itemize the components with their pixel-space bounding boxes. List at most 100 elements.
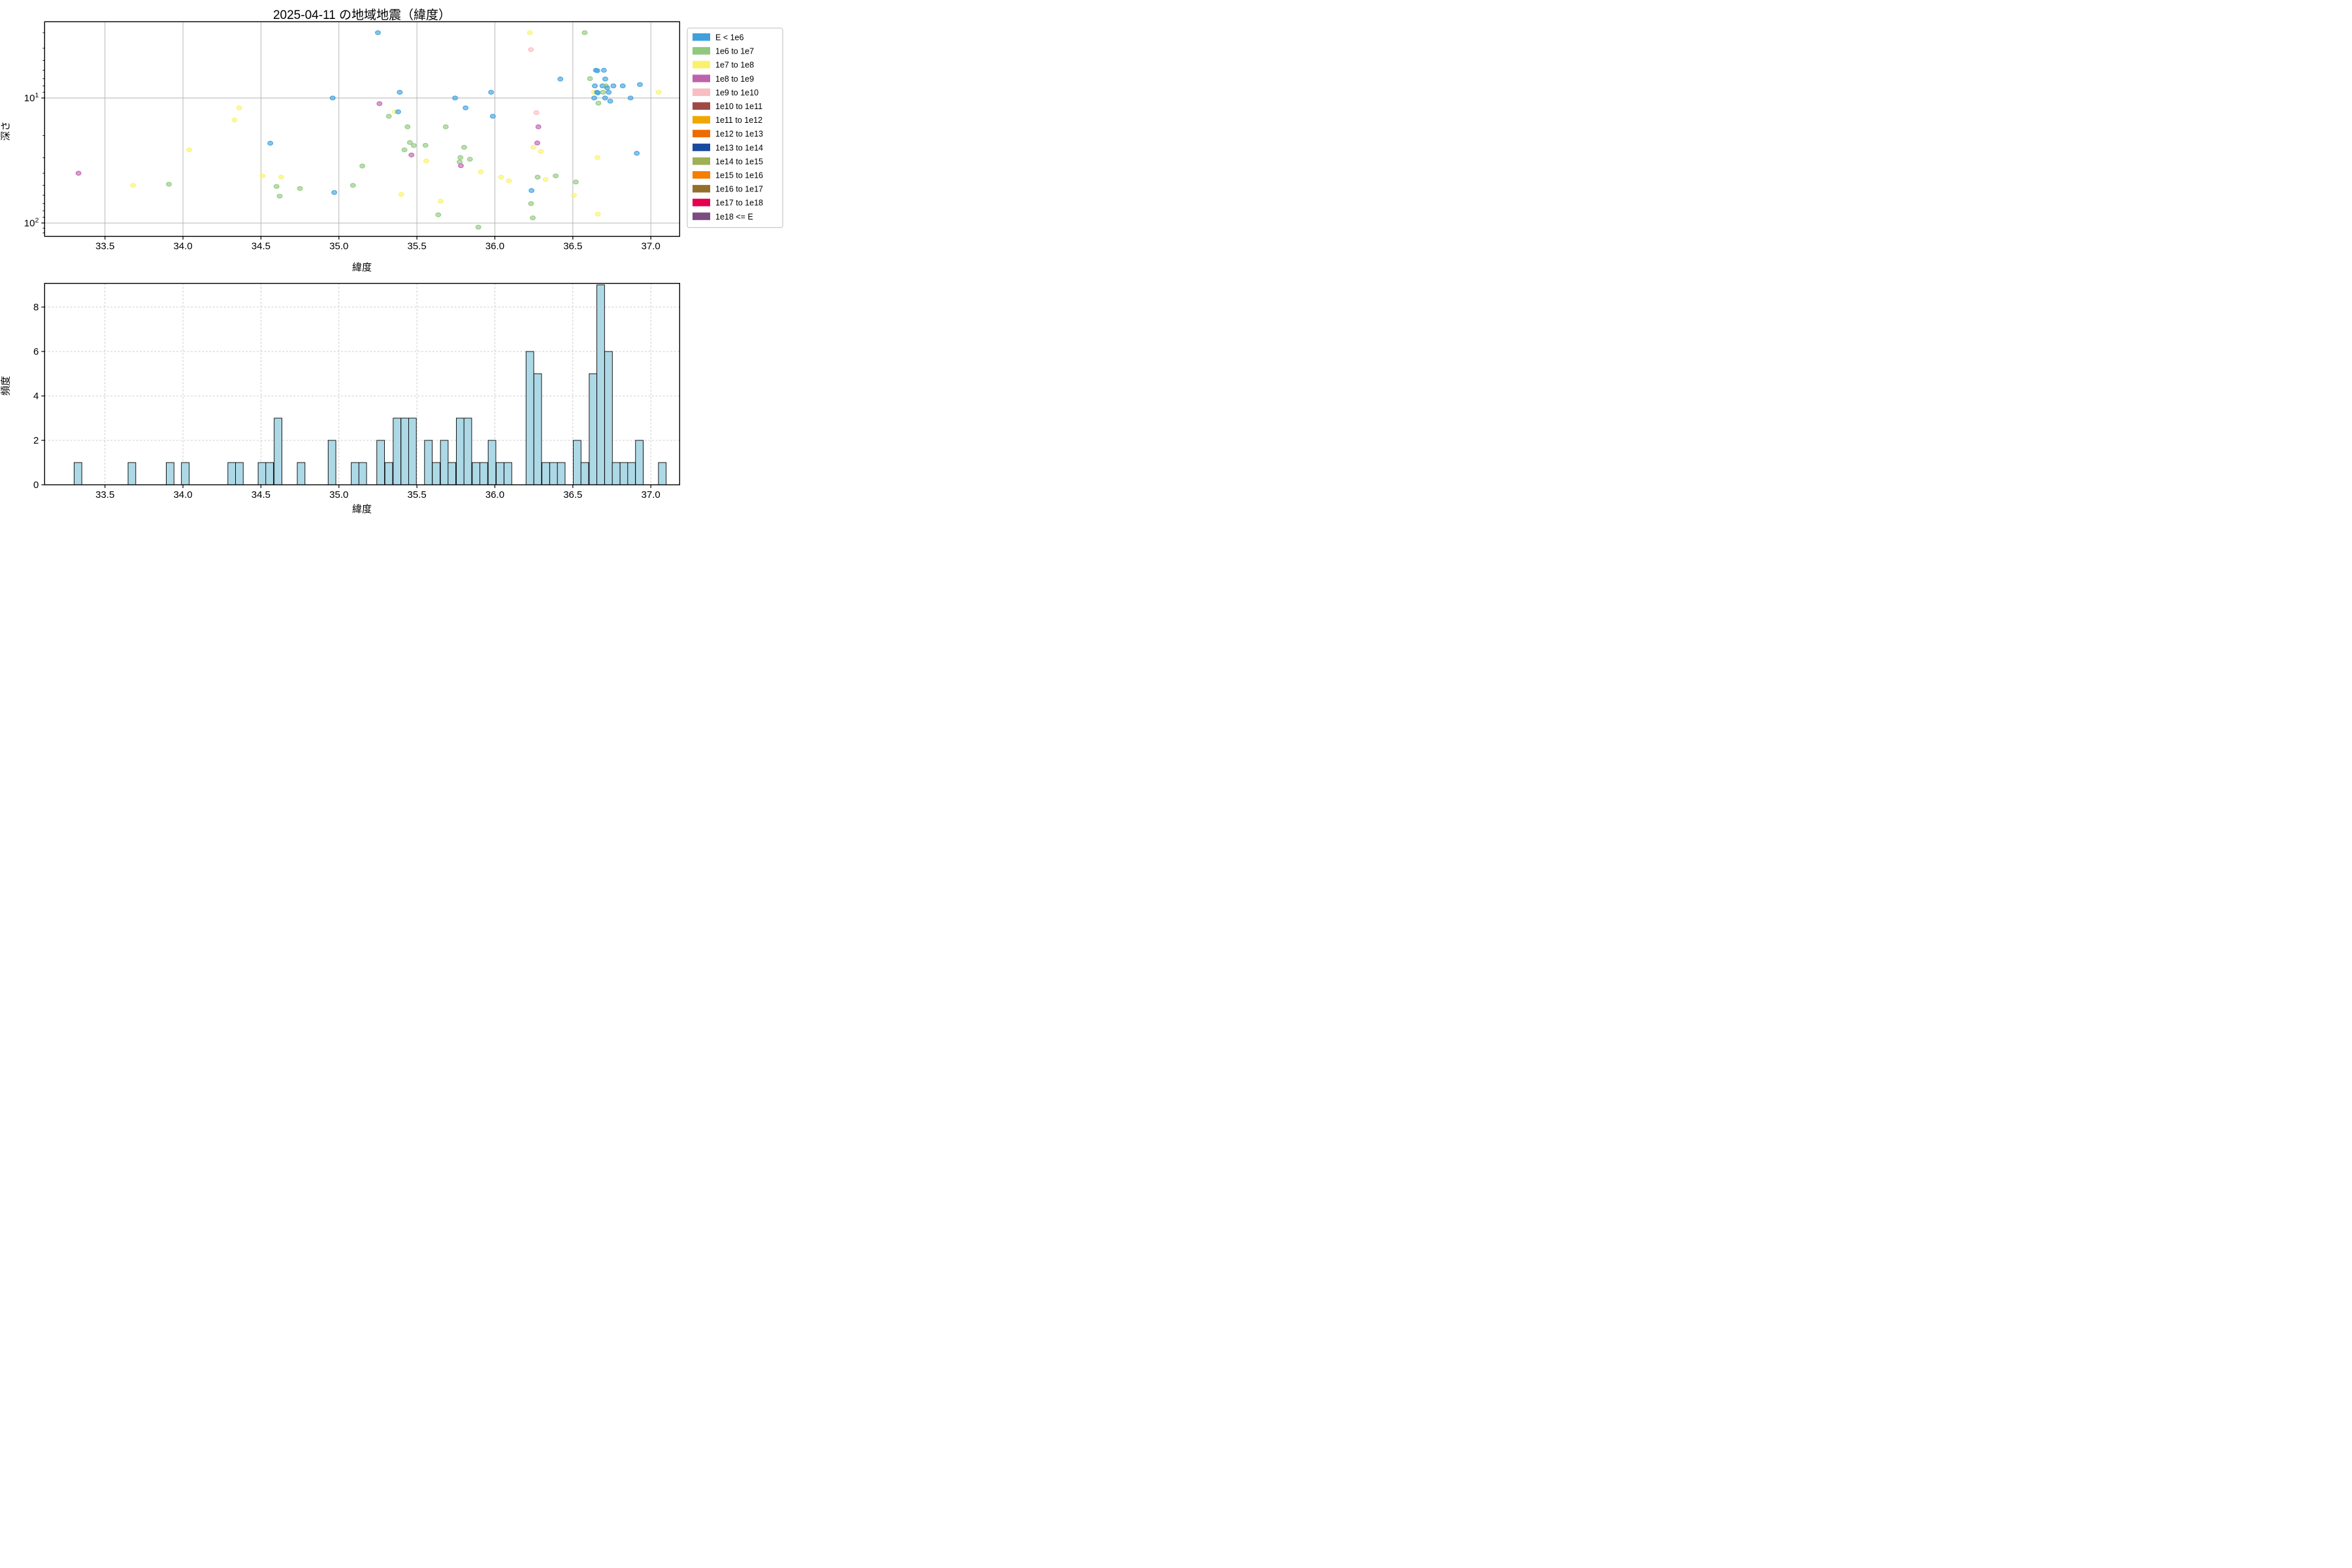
legend-label: 1e17 to 1e18 bbox=[715, 199, 763, 208]
legend-entry: 1e9 to 1e10 bbox=[693, 88, 759, 97]
scatter-point bbox=[461, 144, 467, 150]
legend-swatch bbox=[693, 199, 710, 206]
histogram-bar bbox=[589, 373, 598, 485]
y-tick-label: 102 bbox=[24, 216, 39, 229]
histogram-bar bbox=[542, 462, 550, 485]
legend-swatch bbox=[693, 102, 710, 110]
y-tick-label: 101 bbox=[24, 91, 39, 104]
histogram-bar bbox=[496, 462, 504, 485]
scatter-point bbox=[604, 85, 610, 91]
legend-label: 1e10 to 1e11 bbox=[715, 102, 762, 111]
histogram-bar bbox=[274, 417, 282, 485]
legend-label: 1e7 to 1e8 bbox=[715, 61, 754, 70]
scatter-point bbox=[267, 140, 274, 146]
histogram-bar bbox=[448, 462, 457, 485]
scatter-point bbox=[529, 188, 534, 193]
scatter-point bbox=[538, 149, 544, 154]
histogram-bar bbox=[472, 462, 481, 485]
legend-swatch bbox=[693, 61, 710, 69]
histogram-bar bbox=[612, 462, 621, 485]
x-tick-label: 36.0 bbox=[485, 241, 504, 252]
legend-label: 1e16 to 1e17 bbox=[715, 185, 763, 194]
x-tick-label: 36.5 bbox=[563, 241, 582, 252]
scatter-plot: 33.5 34.0 34.5 35.0 35.5 36.0 36.5 37.0 101 102 bbox=[24, 21, 681, 252]
histogram-bar bbox=[619, 462, 629, 485]
legend-entry: 1e14 to 1e15 bbox=[693, 157, 763, 166]
legend-entry: 1e10 to 1e11 bbox=[693, 102, 762, 111]
scatter-point bbox=[297, 186, 303, 191]
scatter-point bbox=[602, 95, 608, 101]
scatter-point bbox=[595, 101, 602, 106]
legend-entry: E < 1e6 bbox=[693, 33, 743, 42]
scatter-point bbox=[395, 109, 401, 114]
scatter-point bbox=[606, 90, 612, 95]
scatter-point bbox=[410, 143, 417, 148]
histogram-bar bbox=[627, 462, 636, 485]
legend-label: 1e12 to 1e13 bbox=[715, 129, 763, 139]
figure-canvas: 33.5 34.0 34.5 35.0 35.5 36.0 36.5 37.0 101 102 E … bbox=[0, 0, 784, 523]
scatter-axes-box bbox=[44, 21, 681, 237]
legend-entry: 1e16 to 1e17 bbox=[693, 185, 763, 194]
x-tick-label: 37.0 bbox=[642, 241, 661, 252]
x-tick-label: 34.0 bbox=[173, 241, 192, 252]
x-tick-label: 33.5 bbox=[95, 241, 114, 252]
histogram-bar bbox=[463, 417, 472, 485]
y-tick-label: 2 bbox=[33, 435, 39, 446]
legend-label: E < 1e6 bbox=[715, 33, 743, 42]
histogram-bar bbox=[127, 462, 137, 485]
scatter-point bbox=[442, 124, 449, 129]
scatter-point bbox=[408, 152, 415, 157]
legend-swatch bbox=[693, 143, 710, 152]
histogram-bar bbox=[358, 462, 367, 485]
scatter-point bbox=[592, 83, 598, 89]
legend-swatch bbox=[693, 47, 710, 55]
legend-label: 1e6 to 1e7 bbox=[715, 47, 754, 56]
legend-entry: 1e6 to 1e7 bbox=[693, 47, 754, 56]
scatter-point bbox=[475, 225, 482, 230]
histogram-bar bbox=[166, 462, 174, 485]
scatter-point bbox=[166, 182, 172, 187]
scatter-point bbox=[423, 158, 429, 164]
scatter-point bbox=[587, 76, 593, 82]
legend-label: 1e13 to 1e14 bbox=[715, 143, 763, 152]
histogram-bar bbox=[235, 462, 244, 485]
legend-swatch bbox=[693, 33, 710, 41]
legend-entry: 1e17 to 1e18 bbox=[693, 199, 763, 208]
scatter-point bbox=[130, 183, 137, 188]
scatter-point bbox=[594, 68, 600, 73]
scatter-point bbox=[530, 215, 536, 221]
scatter-point bbox=[463, 105, 469, 110]
legend-swatch bbox=[693, 116, 710, 124]
histogram-bar bbox=[580, 462, 589, 485]
scatter-point bbox=[557, 76, 564, 82]
earthquake-figure-svg: 33.5 34.0 34.5 35.0 35.5 36.0 36.5 37.0 101 102 E … bbox=[24, 21, 783, 500]
scatter-point bbox=[506, 178, 512, 184]
histogram-bar bbox=[384, 462, 393, 485]
scatter-point bbox=[466, 157, 473, 162]
histogram-bar bbox=[400, 417, 409, 485]
scatter-point bbox=[385, 114, 392, 119]
histogram-yaxis-label: 頻度 bbox=[0, 376, 12, 396]
histogram-xaxis-label: 緯度 bbox=[351, 504, 372, 515]
scatter-point bbox=[398, 191, 404, 197]
scatter-point bbox=[359, 163, 366, 169]
x-tick-label: 37.0 bbox=[642, 489, 661, 500]
scatter-point bbox=[572, 179, 579, 185]
legend-label: 1e11 to 1e12 bbox=[715, 116, 762, 125]
chart-title: 2025-04-11 の地域地震（緯度） bbox=[272, 8, 451, 22]
histogram-bar bbox=[658, 462, 667, 485]
scatter-point bbox=[186, 147, 193, 153]
scatter-point bbox=[489, 114, 496, 119]
histogram-bar bbox=[504, 462, 512, 485]
scatter-xaxis-label: 緯度 bbox=[351, 262, 372, 273]
scatter-point bbox=[404, 124, 411, 129]
histogram-bar bbox=[73, 462, 82, 485]
scatter-point bbox=[528, 201, 534, 206]
scatter-point bbox=[636, 82, 643, 88]
legend: E < 1e6 1e6 to 1e7 1e7 to 1e8 1e8 to 1e9 1e9… bbox=[687, 27, 783, 228]
scatter-point bbox=[530, 144, 536, 150]
scatter-point bbox=[498, 174, 504, 180]
scatter-point bbox=[376, 101, 383, 106]
scatter-point bbox=[488, 90, 495, 95]
scatter-point bbox=[627, 95, 634, 101]
